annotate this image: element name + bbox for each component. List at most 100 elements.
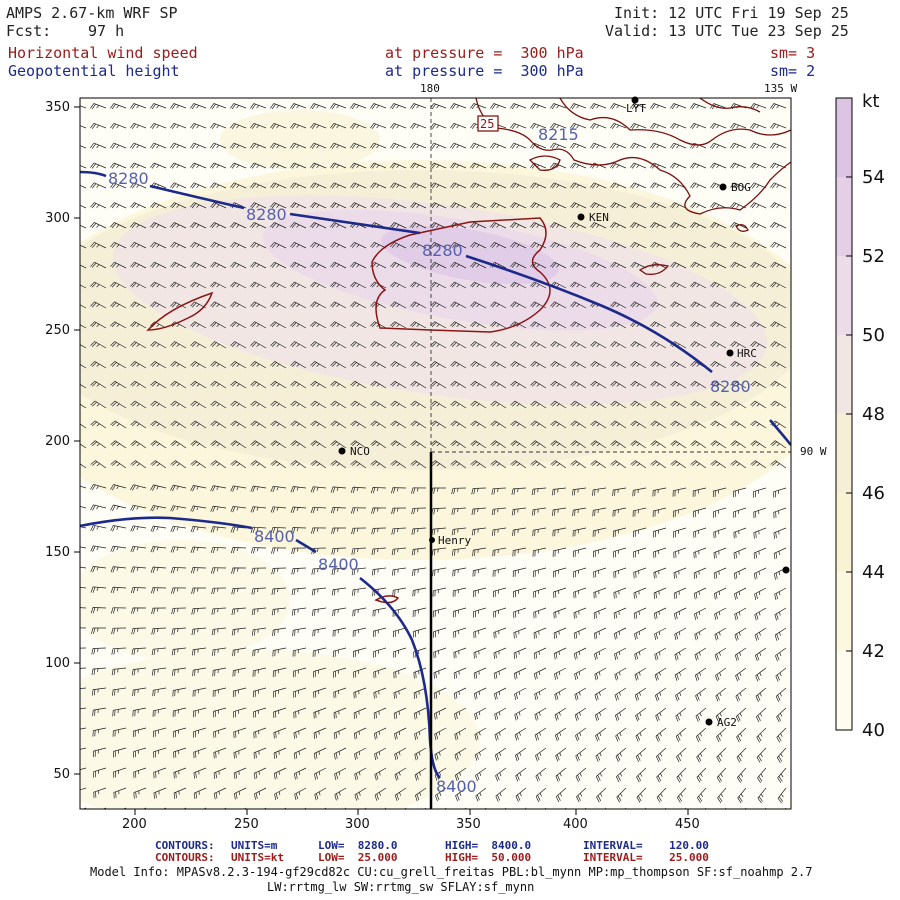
wind-barb — [171, 587, 187, 594]
wind-barb — [510, 440, 527, 449]
wind-barb — [353, 727, 367, 740]
wind-barb — [716, 727, 727, 743]
wind-barb — [530, 122, 547, 130]
wind-barb — [470, 182, 487, 189]
wind-barb — [92, 727, 107, 737]
wind-barb — [410, 241, 427, 249]
wind-barb — [110, 361, 127, 369]
wind-barb — [353, 707, 367, 719]
wind-barb — [510, 261, 527, 269]
wind-barb — [696, 747, 707, 763]
wind-barb — [730, 440, 747, 449]
wind-barb — [570, 321, 587, 329]
wind-barb — [673, 607, 687, 620]
wind-barb — [354, 787, 367, 801]
field2-level: at pressure = 300 hPa — [385, 62, 584, 80]
wind-barb — [411, 547, 427, 556]
wind-barb — [592, 527, 607, 537]
wind-barb — [250, 182, 267, 189]
wind-barb — [293, 687, 307, 698]
wind-barb — [350, 440, 367, 449]
wind-barb — [773, 547, 787, 560]
wind-barb — [351, 567, 367, 576]
colorbar-swatch — [836, 572, 852, 651]
wind-barb — [670, 182, 687, 189]
wind-barb — [590, 182, 607, 189]
wind-barb — [750, 420, 767, 429]
wind-barb — [210, 546, 227, 554]
wind-barb — [90, 281, 107, 289]
wind-barb — [230, 261, 247, 269]
wind-barb — [590, 281, 607, 289]
wind-barb — [330, 460, 347, 469]
wind-barb — [675, 727, 687, 742]
wind-barb — [633, 607, 647, 620]
wind-barb — [90, 103, 107, 110]
wind-barb — [110, 202, 127, 209]
wind-barb — [610, 162, 627, 169]
wind-barb — [570, 361, 587, 369]
wind-barb — [170, 505, 187, 512]
wind-barb — [633, 587, 647, 599]
wind-barb — [590, 261, 607, 269]
wind-barb — [473, 647, 487, 659]
wind-barb — [190, 241, 207, 249]
wind-barb — [690, 261, 707, 269]
wind-barb — [310, 420, 327, 429]
wind-barb — [250, 506, 267, 513]
wind-barb — [730, 182, 747, 189]
wind-barb — [656, 767, 667, 783]
wind-barb — [410, 321, 427, 329]
wind-barb — [312, 607, 327, 616]
wind-barb — [490, 281, 507, 289]
wind-barb — [710, 420, 727, 429]
wind-barb — [570, 182, 587, 189]
wind-barb — [291, 547, 307, 554]
wind-barb — [170, 261, 187, 269]
wind-barb — [250, 400, 267, 409]
wind-barb — [270, 460, 287, 469]
wind-barb — [590, 420, 607, 429]
wind-barb — [544, 807, 547, 809]
wind-barb — [444, 807, 447, 809]
wind-barb — [193, 767, 207, 779]
wind-barb — [734, 587, 747, 600]
wind-barb — [610, 380, 627, 389]
wind-barb — [290, 202, 307, 209]
wind-barb — [414, 767, 427, 781]
wind-barb — [690, 361, 707, 369]
wind-barb — [150, 122, 167, 130]
wind-barb — [493, 587, 507, 598]
wind-barb — [630, 241, 647, 249]
wind-barb — [413, 707, 427, 720]
wind-barb — [713, 587, 727, 600]
wind-barb — [230, 505, 247, 513]
wind-barb — [370, 400, 387, 409]
wind-barb — [210, 341, 227, 349]
axis-ticks — [74, 106, 689, 815]
wind-barb — [450, 281, 467, 289]
wind-barb — [150, 222, 167, 229]
station-marker — [782, 566, 790, 574]
wind-barb — [90, 261, 107, 269]
wind-barb — [753, 527, 767, 539]
wind-barb — [470, 301, 487, 309]
wind-barb — [690, 182, 707, 189]
colorbar-label: 42 — [862, 641, 885, 662]
wind-barb — [673, 567, 687, 579]
wind-barb — [233, 767, 247, 780]
wind-barb — [650, 460, 667, 469]
colorbar: 54 52 50 48 46 44 42 40 — [835, 97, 885, 741]
wind-barb — [170, 182, 187, 189]
wind-barb — [776, 727, 787, 743]
speed-contour-legend-label: CONTOURS: — [155, 851, 215, 864]
wind-barb — [695, 687, 707, 702]
wind-barb — [535, 787, 547, 802]
wind-barb — [430, 222, 447, 229]
wind-barb — [633, 527, 647, 538]
wind-barb — [331, 527, 346, 534]
wind-barb — [313, 727, 327, 739]
wind-barb — [511, 507, 527, 516]
wind-barb — [190, 380, 207, 389]
wind-barb — [311, 567, 327, 575]
